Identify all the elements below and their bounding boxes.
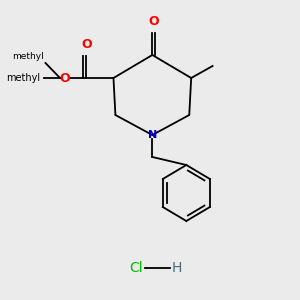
Text: O: O [81, 38, 92, 51]
Text: methyl: methyl [12, 52, 43, 61]
Text: O: O [148, 15, 159, 28]
Text: methyl: methyl [7, 73, 41, 83]
Text: Cl: Cl [129, 261, 142, 275]
Text: N: N [148, 130, 157, 140]
Text: O: O [60, 71, 70, 85]
Text: H: H [172, 261, 182, 275]
